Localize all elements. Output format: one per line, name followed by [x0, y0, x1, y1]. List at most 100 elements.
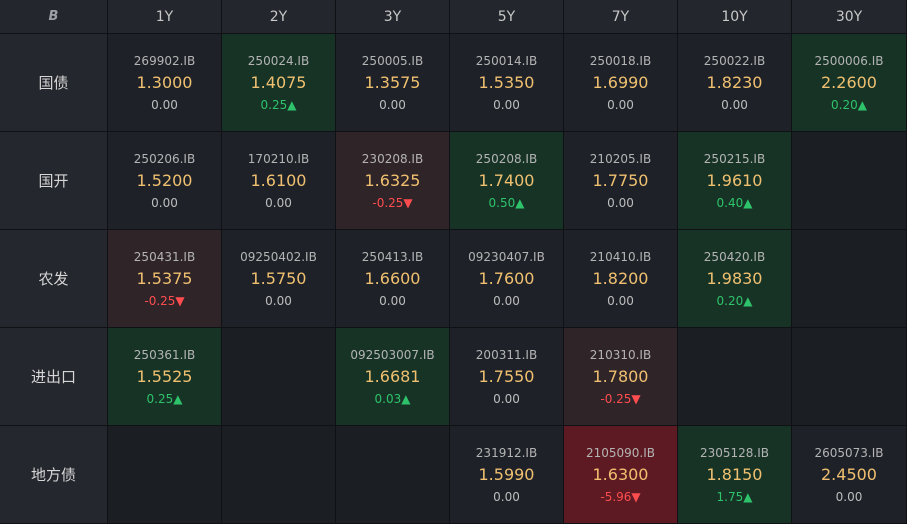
empty-quote-cell [222, 328, 336, 426]
quote-cell[interactable]: 200311.IB 1.7550 0.00 [450, 328, 564, 426]
tenor-header-2y[interactable]: 2Y [222, 0, 336, 34]
yield-change: 0.00 [607, 293, 634, 308]
yield-value: 1.4075 [250, 72, 307, 92]
bond-code: 250361.IB [133, 347, 196, 362]
yield-value: 1.6990 [592, 72, 649, 92]
bond-code: 170210.IB [247, 151, 310, 166]
bond-code: 250431.IB [133, 249, 196, 264]
row-label[interactable]: 国债 [0, 34, 108, 132]
quote-cell[interactable]: 2305128.IB 1.8150 1.75▲ [678, 426, 792, 524]
bond-code: 09250402.IB [240, 249, 317, 264]
bond-code: 2105090.IB [585, 445, 656, 460]
yield-change: 0.00 [721, 97, 748, 112]
corner-logo-icon: B [0, 0, 108, 34]
yield-change: 0.25▲ [146, 391, 183, 406]
tenor-header-3y[interactable]: 3Y [336, 0, 450, 34]
bond-code: 250018.IB [589, 53, 652, 68]
yield-value: 1.3000 [136, 72, 193, 92]
quote-cell[interactable]: 2500006.IB 2.2600 0.20▲ [792, 34, 907, 132]
quote-cell[interactable]: 250215.IB 1.9610 0.40▲ [678, 132, 792, 230]
row-label[interactable]: 农发 [0, 230, 108, 328]
quote-cell[interactable]: 092503007.IB 1.6681 0.03▲ [336, 328, 450, 426]
quote-cell[interactable]: 250361.IB 1.5525 0.25▲ [108, 328, 222, 426]
quote-cell[interactable]: 250005.IB 1.3575 0.00 [336, 34, 450, 132]
yield-value: 1.3575 [364, 72, 421, 92]
empty-quote-cell [678, 328, 792, 426]
yield-change: 0.50▲ [488, 195, 525, 210]
tenor-header-5y[interactable]: 5Y [450, 0, 564, 34]
yield-value: 1.7600 [478, 268, 535, 288]
quote-cell[interactable]: 250024.IB 1.4075 0.25▲ [222, 34, 336, 132]
quote-cell[interactable]: 250018.IB 1.6990 0.00 [564, 34, 678, 132]
bond-code: 09230407.IB [468, 249, 545, 264]
yield-change: 0.00 [379, 97, 406, 112]
yield-value: 1.8150 [706, 464, 763, 484]
yield-value: 1.5750 [250, 268, 307, 288]
bond-code: 230208.IB [361, 151, 424, 166]
tenor-header-7y[interactable]: 7Y [564, 0, 678, 34]
yield-value: 1.6300 [592, 464, 649, 484]
quote-cell[interactable]: 230208.IB 1.6325 -0.25▼ [336, 132, 450, 230]
empty-quote-cell [792, 230, 907, 328]
bond-code: 250208.IB [475, 151, 538, 166]
quote-cell[interactable]: 269902.IB 1.3000 0.00 [108, 34, 222, 132]
yield-value: 1.6325 [364, 170, 421, 190]
bond-code: 092503007.IB [350, 347, 435, 362]
quote-cell[interactable]: 2605073.IB 2.4500 0.00 [792, 426, 907, 524]
yield-value: 1.7550 [478, 366, 535, 386]
tenor-header-10y[interactable]: 10Y [678, 0, 792, 34]
yield-value: 1.7750 [592, 170, 649, 190]
bond-code: 2605073.IB [814, 445, 884, 460]
yield-change: -5.96▼ [600, 489, 641, 504]
yield-change: 0.00 [379, 293, 406, 308]
quote-cell[interactable]: 231912.IB 1.5990 0.00 [450, 426, 564, 524]
bond-code: 2305128.IB [699, 445, 770, 460]
yield-value: 1.8230 [706, 72, 763, 92]
bond-code: 2500006.IB [814, 53, 884, 68]
yield-value: 1.6100 [250, 170, 307, 190]
bond-code: 210205.IB [589, 151, 652, 166]
yield-change: 1.75▲ [716, 489, 753, 504]
yield-change: 0.20▲ [716, 293, 753, 308]
empty-quote-cell [792, 132, 907, 230]
yield-value: 1.9610 [706, 170, 763, 190]
yield-change: 0.00 [151, 195, 178, 210]
bond-code: 200311.IB [475, 347, 538, 362]
quote-cell[interactable]: 210310.IB 1.7800 -0.25▼ [564, 328, 678, 426]
quote-cell[interactable]: 170210.IB 1.6100 0.00 [222, 132, 336, 230]
quote-cell[interactable]: 09230407.IB 1.7600 0.00 [450, 230, 564, 328]
bond-code: 250420.IB [703, 249, 766, 264]
yield-change: 0.00 [265, 195, 292, 210]
bond-code: 250215.IB [703, 151, 766, 166]
empty-quote-cell [108, 426, 222, 524]
quote-cell[interactable]: 250420.IB 1.9830 0.20▲ [678, 230, 792, 328]
quote-cell[interactable]: 250413.IB 1.6600 0.00 [336, 230, 450, 328]
quote-cell[interactable]: 210205.IB 1.7750 0.00 [564, 132, 678, 230]
yield-change: 0.25▲ [260, 97, 297, 112]
yield-change: 0.00 [835, 489, 863, 504]
row-label[interactable]: 国开 [0, 132, 108, 230]
quote-cell[interactable]: 250206.IB 1.5200 0.00 [108, 132, 222, 230]
yield-change: 0.00 [493, 489, 520, 504]
yield-value: 2.2600 [821, 72, 877, 92]
yield-change: 0.00 [265, 293, 292, 308]
quote-cell[interactable]: 250022.IB 1.8230 0.00 [678, 34, 792, 132]
quote-cell[interactable]: 210410.IB 1.8200 0.00 [564, 230, 678, 328]
tenor-header-1y[interactable]: 1Y [108, 0, 222, 34]
quote-cell[interactable]: 250014.IB 1.5350 0.00 [450, 34, 564, 132]
quote-cell[interactable]: 250431.IB 1.5375 -0.25▼ [108, 230, 222, 328]
row-label[interactable]: 地方债 [0, 426, 108, 524]
bond-code: 250014.IB [475, 53, 538, 68]
yield-change: 0.00 [607, 195, 634, 210]
quote-cell[interactable]: 2105090.IB 1.6300 -5.96▼ [564, 426, 678, 524]
tenor-header-30y[interactable]: 30Y [792, 0, 907, 34]
yield-change: -0.25▼ [372, 195, 413, 210]
bond-code: 269902.IB [133, 53, 196, 68]
bond-code: 210410.IB [589, 249, 652, 264]
quote-cell[interactable]: 09250402.IB 1.5750 0.00 [222, 230, 336, 328]
yield-change: -0.25▼ [144, 293, 185, 308]
yield-value: 1.5375 [136, 268, 193, 288]
row-label[interactable]: 进出口 [0, 328, 108, 426]
yield-change: 0.20▲ [831, 97, 867, 112]
quote-cell[interactable]: 250208.IB 1.7400 0.50▲ [450, 132, 564, 230]
